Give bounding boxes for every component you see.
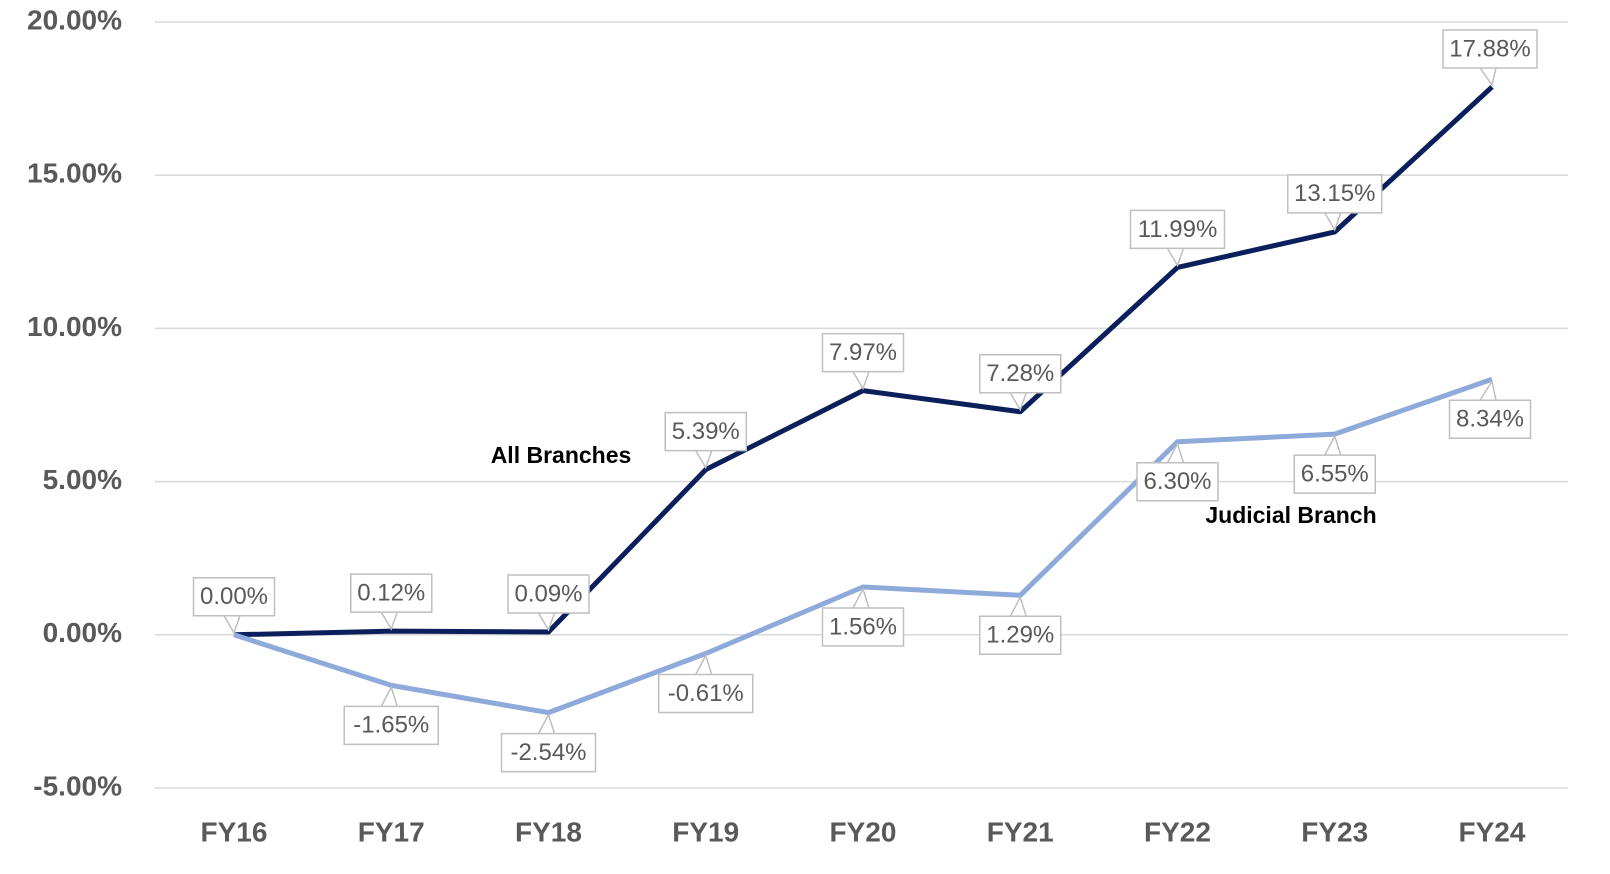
y-tick-label: 10.00%	[27, 311, 122, 342]
x-tick-label: FY22	[1144, 816, 1211, 847]
series-line	[233, 376, 1493, 716]
data-label: 0.09%	[514, 580, 582, 607]
x-tick-label: FY24	[1459, 816, 1526, 847]
data-label: 1.29%	[986, 622, 1054, 649]
x-tick-label: FY21	[987, 816, 1054, 847]
data-label-callout	[979, 353, 1062, 412]
x-tick-label: FY20	[830, 816, 897, 847]
data-label-callout	[979, 595, 1062, 656]
x-tick-label: FY17	[358, 816, 425, 847]
data-label: 13.15%	[1294, 180, 1375, 207]
x-tick-label: FY19	[672, 816, 739, 847]
data-label-callout	[1293, 434, 1376, 494]
data-label: 0.00%	[200, 583, 268, 610]
y-tick-label: -5.00%	[33, 770, 122, 801]
data-label: -2.54%	[510, 739, 586, 766]
data-label: 7.28%	[986, 360, 1054, 387]
data-label: -1.65%	[353, 712, 429, 739]
data-label-callout	[1136, 441, 1219, 502]
data-label-callout	[1287, 174, 1383, 232]
data-label: 6.55%	[1301, 460, 1369, 487]
data-label-callout	[821, 332, 905, 391]
data-label-callout	[1448, 379, 1532, 440]
data-label-callout	[343, 685, 439, 746]
x-tick-label: FY23	[1301, 816, 1368, 847]
series-annotation: Judicial Branch	[1205, 502, 1376, 528]
data-label: 8.34%	[1456, 406, 1524, 433]
data-label: 7.97%	[829, 339, 897, 366]
data-label-callout	[1129, 209, 1226, 268]
data-label-callout	[1442, 29, 1538, 87]
x-tick-label: FY16	[201, 816, 268, 847]
data-label-callout	[664, 411, 747, 470]
data-label: 6.30%	[1143, 468, 1211, 495]
data-label: -0.61%	[668, 680, 744, 707]
data-label-callout	[507, 574, 590, 632]
data-label: 11.99%	[1138, 216, 1218, 243]
data-label-callout	[192, 577, 276, 635]
series-annotation: All Branches	[491, 442, 632, 468]
y-tick-label: 0.00%	[43, 617, 122, 648]
data-label: 5.39%	[672, 418, 740, 445]
data-label-callout	[500, 712, 597, 773]
y-tick-label: 15.00%	[27, 158, 122, 189]
x-tick-label: FY18	[515, 816, 582, 847]
data-label-callout	[350, 573, 433, 631]
data-label: 0.12%	[357, 579, 425, 606]
data-label: 1.56%	[829, 613, 897, 640]
series-line	[233, 85, 1494, 638]
data-label-callout	[821, 587, 905, 647]
y-tick-label: 5.00%	[43, 464, 122, 495]
data-label-callout	[658, 653, 754, 714]
y-tick-label: 20.00%	[27, 4, 122, 35]
data-label: 17.88%	[1449, 35, 1530, 62]
